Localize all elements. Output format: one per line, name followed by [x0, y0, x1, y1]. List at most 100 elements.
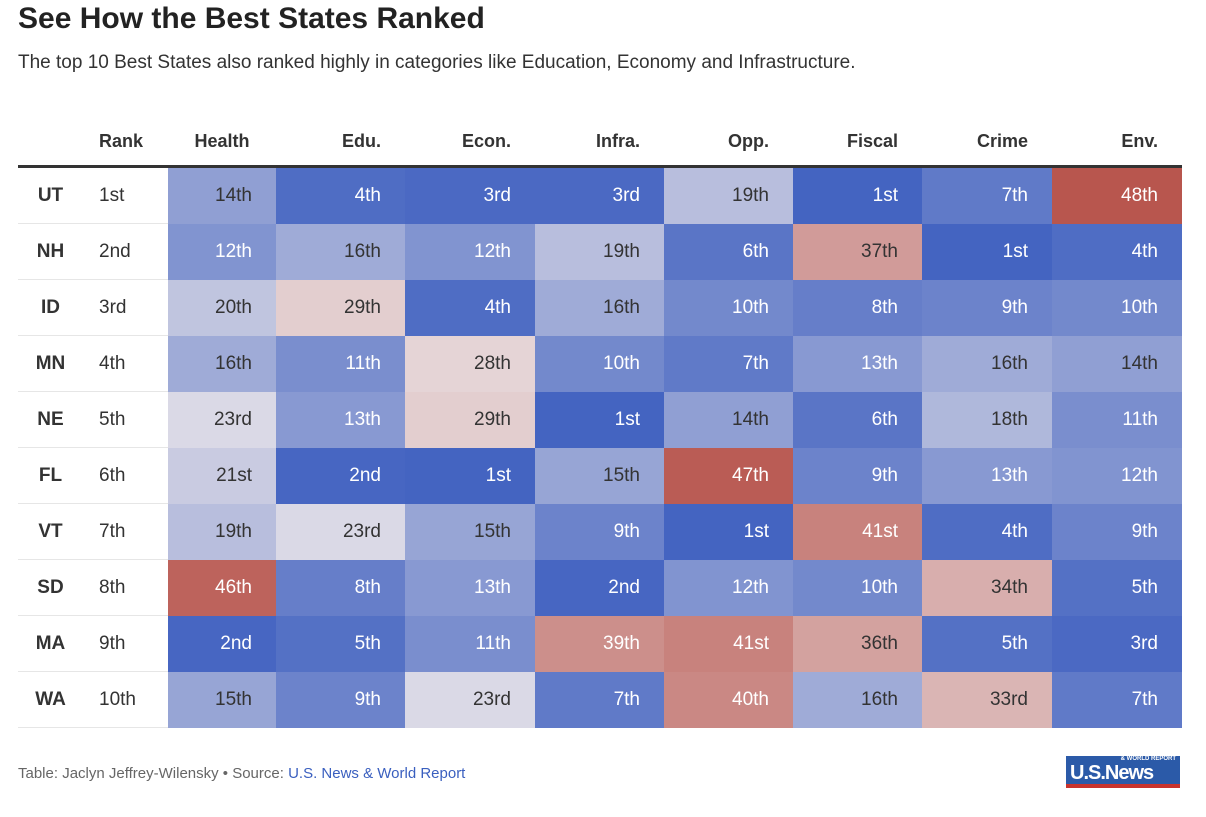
state-cell: MN	[18, 335, 83, 392]
column-header: Rank	[83, 118, 168, 168]
column-header: Health	[168, 118, 276, 168]
heat-cell: 16th	[168, 335, 276, 392]
state-cell: NH	[18, 223, 83, 280]
heat-cell: 12th	[1052, 447, 1182, 504]
heat-cell: 5th	[276, 615, 405, 672]
state-cell: MA	[18, 615, 83, 672]
heat-cell: 1st	[664, 503, 793, 560]
heat-cell: 3rd	[1052, 615, 1182, 672]
heat-cell: 7th	[1052, 671, 1182, 728]
table-row: NH 2nd 12th 16th 12th 19th 6th 37th 1st 4th	[18, 223, 1182, 280]
heat-cell: 46th	[168, 559, 276, 616]
rank-cell: 5th	[83, 391, 168, 448]
heat-cell: 6th	[793, 391, 922, 448]
heat-cell: 19th	[535, 223, 664, 280]
heat-cell: 10th	[664, 279, 793, 336]
heat-cell: 5th	[1052, 559, 1182, 616]
table-row: MA 9th 2nd 5th 11th 39th 41st 36th 5th 3rd	[18, 615, 1182, 672]
heat-cell: 11th	[405, 615, 535, 672]
heat-cell: 4th	[405, 279, 535, 336]
column-header: Opp.	[664, 118, 793, 168]
table-row: SD 8th 46th 8th 13th 2nd 12th 10th 34th 5th	[18, 559, 1182, 616]
heat-cell: 14th	[168, 166, 276, 224]
table-row: WA 10th 15th 9th 23rd 7th 40th 16th 33rd 7th	[18, 671, 1182, 728]
heat-cell: 4th	[922, 503, 1052, 560]
heat-cell: 9th	[276, 671, 405, 728]
heat-cell: 9th	[793, 447, 922, 504]
heat-cell: 19th	[168, 503, 276, 560]
heat-cell: 6th	[664, 223, 793, 280]
heat-cell: 2nd	[276, 447, 405, 504]
rank-cell: 2nd	[83, 223, 168, 280]
heat-cell: 39th	[535, 615, 664, 672]
heat-cell: 3rd	[535, 166, 664, 224]
heat-cell: 10th	[535, 335, 664, 392]
rank-cell: 4th	[83, 335, 168, 392]
column-header: Env.	[1052, 118, 1182, 168]
heat-cell: 23rd	[405, 671, 535, 728]
chart-subtitle: The top 10 Best States also ranked highl…	[18, 52, 856, 73]
heat-cell: 16th	[535, 279, 664, 336]
table-row: ID 3rd 20th 29th 4th 16th 10th 8th 9th 10th	[18, 279, 1182, 336]
heat-cell: 15th	[535, 447, 664, 504]
column-header: Edu.	[276, 118, 405, 168]
state-cell: SD	[18, 559, 83, 616]
column-header: Fiscal	[793, 118, 922, 168]
heat-cell: 15th	[405, 503, 535, 560]
heat-cell: 34th	[922, 559, 1052, 616]
table-row: MN 4th 16th 11th 28th 10th 7th 13th 16th 14th	[18, 335, 1182, 392]
heat-cell: 16th	[276, 223, 405, 280]
state-cell: ID	[18, 279, 83, 336]
column-header	[18, 118, 83, 168]
heat-cell: 13th	[276, 391, 405, 448]
heat-cell: 13th	[922, 447, 1052, 504]
column-header: Crime	[922, 118, 1052, 168]
chart-title: See How the Best States Ranked	[18, 2, 485, 35]
heat-cell: 2nd	[535, 559, 664, 616]
heat-cell: 7th	[922, 166, 1052, 224]
logo-small-text: & WORLD REPORT	[1120, 756, 1176, 762]
rank-cell: 1st	[83, 166, 168, 224]
heat-cell: 19th	[664, 166, 793, 224]
heat-cell: 41st	[793, 503, 922, 560]
rank-cell: 6th	[83, 447, 168, 504]
heat-cell: 4th	[276, 166, 405, 224]
heat-cell: 3rd	[405, 166, 535, 224]
heat-cell: 13th	[793, 335, 922, 392]
rank-cell: 3rd	[83, 279, 168, 336]
heat-cell: 9th	[1052, 503, 1182, 560]
heat-cell: 40th	[664, 671, 793, 728]
heat-cell: 4th	[1052, 223, 1182, 280]
rankings-table: Rank Health Edu. Econ. Infra. Opp. Fiscal Crime…	[18, 118, 1182, 728]
heat-cell: 28th	[405, 335, 535, 392]
heat-cell: 10th	[1052, 279, 1182, 336]
heat-cell: 2nd	[168, 615, 276, 672]
heat-cell: 10th	[793, 559, 922, 616]
heat-cell: 36th	[793, 615, 922, 672]
rank-cell: 7th	[83, 503, 168, 560]
heat-cell: 14th	[1052, 335, 1182, 392]
heat-cell: 37th	[793, 223, 922, 280]
logo-text: U.S.News	[1070, 762, 1154, 784]
source-link[interactable]: U.S. News & World Report	[288, 765, 466, 782]
heat-cell: 21st	[168, 447, 276, 504]
heat-cell: 9th	[922, 279, 1052, 336]
heat-cell: 20th	[168, 279, 276, 336]
heat-cell: 13th	[405, 559, 535, 616]
heat-cell: 23rd	[276, 503, 405, 560]
heat-cell: 48th	[1052, 166, 1182, 224]
heat-cell: 15th	[168, 671, 276, 728]
state-cell: WA	[18, 671, 83, 728]
state-cell: VT	[18, 503, 83, 560]
heat-cell: 11th	[1052, 391, 1182, 448]
state-cell: NE	[18, 391, 83, 448]
header-row: Rank Health Edu. Econ. Infra. Opp. Fiscal Crime…	[18, 118, 1182, 168]
heat-cell: 1st	[922, 223, 1052, 280]
column-header: Infra.	[535, 118, 664, 168]
heat-cell: 12th	[168, 223, 276, 280]
column-header: Econ.	[405, 118, 535, 168]
heat-cell: 1st	[793, 166, 922, 224]
heat-cell: 16th	[922, 335, 1052, 392]
heat-cell: 14th	[664, 391, 793, 448]
rank-cell: 10th	[83, 671, 168, 728]
